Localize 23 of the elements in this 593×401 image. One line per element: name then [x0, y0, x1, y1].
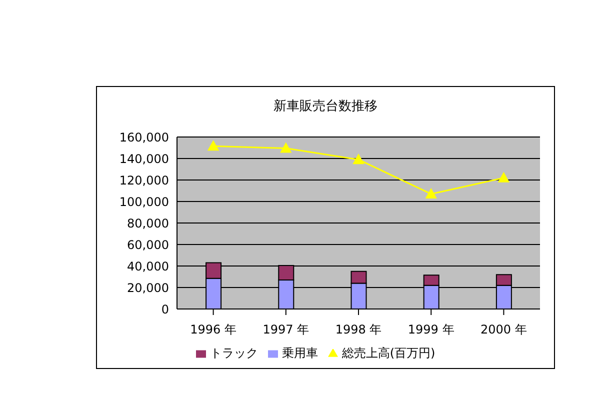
point	[208, 140, 219, 151]
x-tick-label: 1998 年	[335, 322, 382, 337]
x-tick-label: 1997 年	[262, 322, 310, 337]
legend-label: 総売上高(百万円)	[342, 346, 436, 360]
x-tick-label: 1996 年	[190, 322, 236, 337]
y-tick-label: 140,000	[119, 152, 169, 166]
y-tick-label: 0	[161, 302, 169, 316]
y-tick-label: 40,000	[127, 259, 169, 274]
legend-label: トラック	[210, 346, 258, 360]
point	[280, 142, 292, 153]
point	[353, 154, 364, 164]
y-tick-label: 80,000	[127, 216, 169, 230]
y-tick-label: 100,000	[119, 194, 169, 209]
x-tick-label: 1999 年	[408, 322, 454, 337]
y-tick-label: 60,000	[127, 238, 169, 252]
point	[498, 172, 510, 182]
y-tick-label: 20,000	[127, 280, 169, 295]
y-tick-label: 120,000	[119, 173, 169, 188]
y-tick-label: 160,000	[119, 130, 169, 144]
point	[426, 188, 437, 198]
legend-label: 乗用車	[282, 346, 318, 360]
x-tick-label: 2000 年	[480, 322, 527, 337]
chart-title: 新車販売台数推移	[272, 98, 378, 116]
